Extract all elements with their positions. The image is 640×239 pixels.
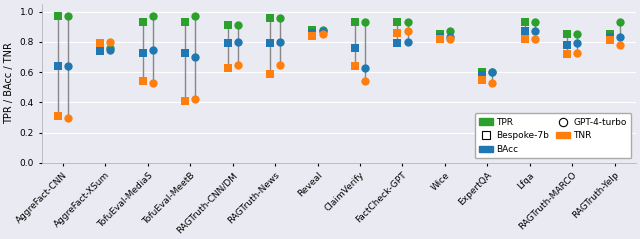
Y-axis label: TPR / BAcc / TNR: TPR / BAcc / TNR (4, 43, 14, 125)
Legend: TPR, Bespoke-7b, BAcc, GPT-4-turbo, TNR: TPR, Bespoke-7b, BAcc, GPT-4-turbo, TNR (474, 113, 631, 158)
